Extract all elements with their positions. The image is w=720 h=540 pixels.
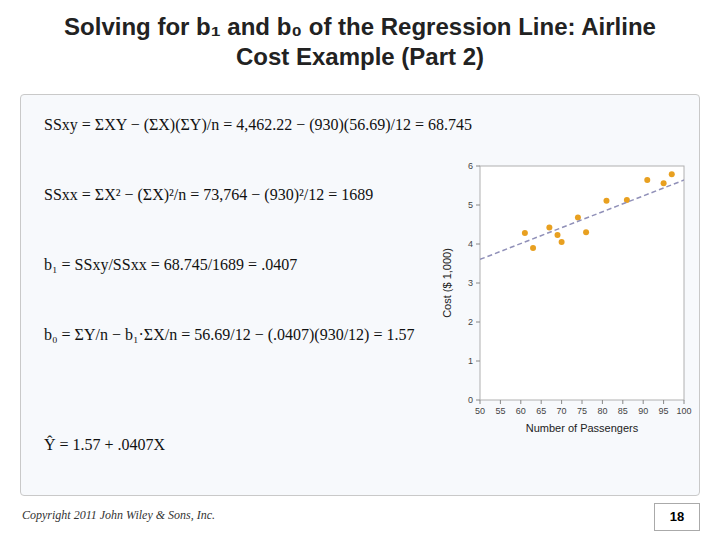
regression-line xyxy=(480,180,684,259)
equation: SSxy = ΣXY − (ΣX)(ΣY)/n = 4,462.22 − (93… xyxy=(44,116,472,134)
x-tick-label: 60 xyxy=(516,406,526,416)
y-tick-label: 6 xyxy=(468,161,473,171)
y-tick-label: 1 xyxy=(468,356,473,366)
y-tick-label: 5 xyxy=(468,200,473,210)
scatter-point xyxy=(555,232,561,238)
x-tick xyxy=(663,400,664,404)
x-tick-label: 100 xyxy=(676,406,691,416)
x-tick-label: 85 xyxy=(618,406,628,416)
x-tick xyxy=(684,400,685,404)
x-tick xyxy=(561,400,562,404)
scatter-point xyxy=(669,171,675,177)
x-tick-label: 75 xyxy=(577,406,587,416)
scatter-chart: 50 55 60 65 70 75 80 85 90 95 100 0 1 2 3 4 5 6 Number of … xyxy=(440,156,696,440)
y-tick xyxy=(476,283,480,284)
y-tick-label: 4 xyxy=(468,239,473,249)
page-number: 18 xyxy=(654,503,700,531)
scatter-point xyxy=(546,225,552,231)
y-tick xyxy=(476,361,480,362)
x-tick-label: 55 xyxy=(495,406,505,416)
x-tick-label: 70 xyxy=(557,406,567,416)
y-tick xyxy=(476,205,480,206)
equation: b₀ = ΣY/n − b₁·ΣX/n = 56.69/12 − (.0407)… xyxy=(44,326,414,344)
marks xyxy=(480,171,684,259)
x-tick-label: 90 xyxy=(638,406,648,416)
x-tick-label: 95 xyxy=(659,406,669,416)
equation: Ŷ = 1.57 + .0407X xyxy=(44,436,165,454)
copyright: Copyright 2011 John Wiley & Sons, Inc. xyxy=(22,508,215,523)
x-tick xyxy=(622,400,623,404)
scatter-point xyxy=(661,180,667,186)
scatter-point xyxy=(624,197,630,203)
y-tick-label: 0 xyxy=(468,395,473,405)
y-tick xyxy=(476,166,480,167)
y-tick xyxy=(476,244,480,245)
x-tick xyxy=(643,400,644,404)
equation: SSxx = ΣX² − (ΣX)²/n = 73,764 − (930)²/1… xyxy=(44,186,373,204)
x-tick-label: 65 xyxy=(536,406,546,416)
scatter-point xyxy=(583,229,589,235)
scatter-point xyxy=(644,177,650,183)
scatter-point xyxy=(603,198,609,204)
x-tick xyxy=(602,400,603,404)
y-axis-label: Cost ($ 1,000) xyxy=(441,248,453,318)
x-tick xyxy=(520,400,521,404)
x-tick-label: 80 xyxy=(597,406,607,416)
equation: b₁ = SSxy/SSxx = 68.745/1689 = .0407 xyxy=(44,256,297,274)
x-tick-label: 50 xyxy=(475,406,485,416)
x-tick xyxy=(582,400,583,404)
scatter-point xyxy=(575,214,581,220)
y-tick-label: 3 xyxy=(468,278,473,288)
x-tick xyxy=(541,400,542,404)
scatter-point xyxy=(559,239,565,245)
x-tick xyxy=(480,400,481,404)
y-tick-label: 2 xyxy=(468,317,473,327)
title: Solving for b₁ and b₀ of the Regression … xyxy=(40,12,680,72)
x-axis-label: Number of Passengers xyxy=(526,422,639,434)
y-tick xyxy=(476,322,480,323)
plot-frame xyxy=(480,166,684,400)
axes: 50 55 60 65 70 75 80 85 90 95 100 0 1 2 3 4 5 6 xyxy=(468,161,692,416)
x-tick xyxy=(500,400,501,404)
scatter-point xyxy=(530,245,536,251)
scatter-point xyxy=(522,230,528,236)
y-tick xyxy=(476,400,480,401)
